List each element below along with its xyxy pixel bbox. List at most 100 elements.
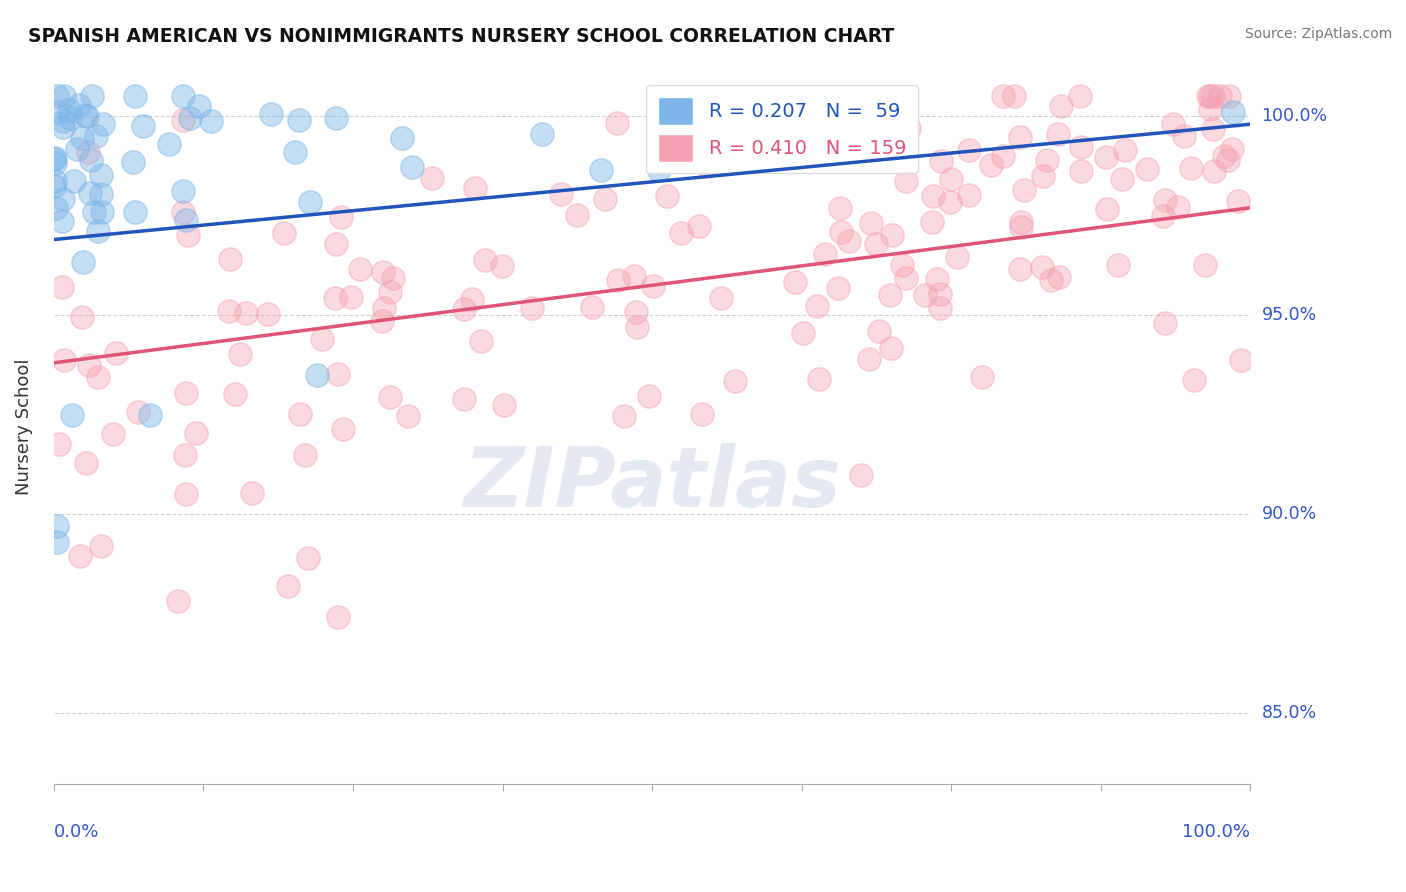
Point bbox=[1209, 89, 1232, 103]
Point bbox=[66, 142, 89, 156]
Point bbox=[284, 145, 307, 159]
Legend: R = 0.207   N =  59, R = 0.410   N = 159: R = 0.207 N = 59, R = 0.410 N = 159 bbox=[647, 86, 918, 173]
Point bbox=[80, 153, 103, 168]
Point bbox=[371, 314, 394, 328]
Point bbox=[72, 310, 94, 324]
Point bbox=[970, 369, 993, 384]
Point bbox=[914, 287, 936, 301]
Point bbox=[806, 299, 828, 313]
Point bbox=[626, 320, 648, 334]
Point bbox=[1182, 373, 1205, 387]
Point bbox=[157, 136, 180, 151]
Point bbox=[1227, 194, 1250, 209]
Point bbox=[380, 285, 402, 300]
Point bbox=[299, 194, 322, 209]
Point bbox=[67, 98, 90, 112]
Point bbox=[474, 252, 496, 267]
Point bbox=[1180, 161, 1202, 176]
Point bbox=[288, 112, 311, 127]
Point bbox=[1173, 128, 1195, 143]
Point bbox=[1197, 89, 1219, 103]
Point bbox=[127, 404, 149, 418]
Point bbox=[939, 172, 962, 186]
Point bbox=[1111, 171, 1133, 186]
Point bbox=[294, 449, 316, 463]
Point bbox=[105, 345, 128, 359]
Point bbox=[219, 252, 242, 267]
Point bbox=[1010, 215, 1032, 229]
Point bbox=[340, 290, 363, 304]
Point bbox=[1039, 273, 1062, 287]
Point bbox=[453, 392, 475, 406]
Point bbox=[1154, 194, 1177, 208]
Point bbox=[72, 255, 94, 269]
Point bbox=[808, 372, 831, 386]
Point bbox=[1199, 89, 1222, 103]
Point bbox=[44, 151, 66, 165]
Point bbox=[229, 347, 252, 361]
Point bbox=[200, 114, 222, 128]
Point bbox=[830, 225, 852, 239]
Point bbox=[311, 332, 333, 346]
Point bbox=[1114, 143, 1136, 157]
Point bbox=[76, 145, 98, 159]
Point bbox=[623, 269, 645, 284]
Point bbox=[90, 204, 112, 219]
Point bbox=[70, 131, 93, 145]
Point bbox=[332, 422, 354, 436]
Text: 0.0%: 0.0% bbox=[53, 823, 100, 841]
Point bbox=[42, 152, 65, 166]
Point bbox=[1094, 150, 1116, 164]
Point bbox=[696, 159, 718, 173]
Point bbox=[76, 109, 98, 123]
Point bbox=[373, 301, 395, 315]
Point bbox=[946, 251, 969, 265]
Point bbox=[464, 181, 486, 195]
Point bbox=[1010, 220, 1032, 235]
Point bbox=[325, 291, 347, 305]
Point bbox=[138, 408, 160, 422]
Point bbox=[45, 202, 67, 216]
Point bbox=[51, 214, 73, 228]
Point bbox=[44, 156, 66, 170]
Point bbox=[494, 398, 516, 412]
Point bbox=[613, 409, 636, 424]
Point bbox=[1152, 209, 1174, 223]
Point bbox=[391, 131, 413, 145]
Text: ZIPatlas: ZIPatlas bbox=[463, 443, 841, 524]
Point bbox=[1095, 202, 1118, 216]
Point bbox=[898, 120, 921, 135]
Point bbox=[925, 272, 948, 286]
Point bbox=[688, 219, 710, 233]
Point bbox=[401, 161, 423, 175]
Point bbox=[90, 186, 112, 201]
Point bbox=[1069, 89, 1091, 103]
Point bbox=[51, 279, 73, 293]
Point bbox=[470, 334, 492, 349]
Text: 100.0%: 100.0% bbox=[1182, 823, 1250, 841]
Point bbox=[396, 409, 419, 423]
Point bbox=[224, 386, 246, 401]
Point bbox=[453, 302, 475, 317]
Point bbox=[939, 195, 962, 210]
Point bbox=[922, 188, 945, 202]
Point bbox=[785, 275, 807, 289]
Point bbox=[565, 208, 588, 222]
Point bbox=[84, 129, 107, 144]
Point bbox=[1070, 140, 1092, 154]
Point bbox=[1008, 130, 1031, 145]
Point bbox=[491, 260, 513, 274]
Point bbox=[606, 116, 628, 130]
Point bbox=[46, 519, 69, 533]
Point bbox=[838, 234, 860, 248]
Text: 100.0%: 100.0% bbox=[1261, 107, 1327, 125]
Point bbox=[827, 281, 849, 295]
Point bbox=[1222, 105, 1244, 120]
Y-axis label: Nursery School: Nursery School bbox=[15, 359, 32, 495]
Text: 90.0%: 90.0% bbox=[1261, 505, 1317, 523]
Point bbox=[42, 179, 65, 194]
Point bbox=[461, 293, 484, 307]
Point bbox=[1032, 169, 1054, 184]
Point bbox=[991, 89, 1014, 103]
Point bbox=[859, 216, 882, 230]
